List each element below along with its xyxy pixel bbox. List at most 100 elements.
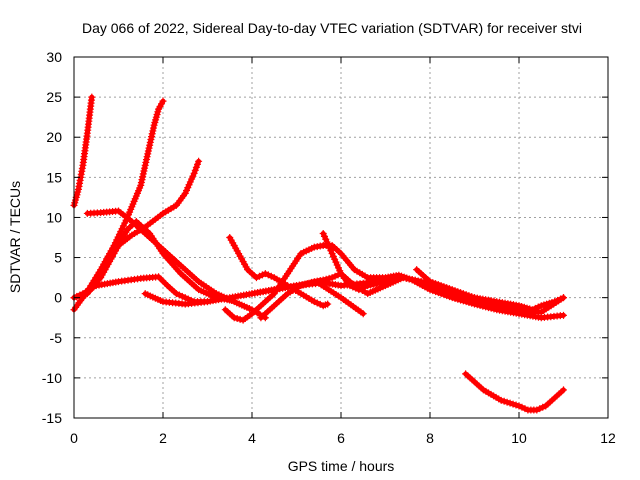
data-point — [358, 284, 366, 292]
data-point — [560, 386, 567, 394]
x-tick-label: 8 — [426, 430, 434, 446]
data-point — [364, 282, 372, 290]
data-point — [181, 294, 189, 302]
x-tick-label: 6 — [337, 430, 345, 446]
data-point — [528, 306, 536, 314]
data-point — [191, 166, 199, 174]
data-point — [536, 405, 544, 413]
data-point — [172, 290, 180, 298]
data-point — [346, 282, 354, 290]
data-point — [509, 400, 517, 408]
data-point — [411, 276, 419, 284]
data-point — [500, 397, 508, 405]
data-point — [313, 299, 321, 307]
y-tick-label: -15 — [42, 410, 62, 426]
data-point — [376, 279, 384, 287]
data-point — [190, 169, 198, 177]
data-point — [387, 276, 395, 284]
data-point — [367, 281, 375, 289]
data-point — [192, 163, 200, 171]
data-point — [255, 272, 263, 280]
data-point — [319, 276, 327, 284]
data-point — [390, 276, 398, 284]
x-tick-label: 12 — [600, 430, 616, 446]
grid-lines — [74, 57, 608, 418]
data-point — [361, 283, 369, 291]
x-tick-labels: 0 2 4 6 8 10 12 — [70, 430, 616, 446]
chart-title: Day 066 of 2022, Sidereal Day-to-day VTE… — [82, 20, 582, 36]
data-point — [503, 398, 511, 406]
data-point — [325, 274, 333, 282]
y-tick-label: -10 — [42, 370, 62, 386]
y-tick-label: 30 — [46, 49, 62, 65]
data-point — [233, 315, 241, 323]
x-tick-label: 0 — [70, 430, 78, 446]
data-point — [178, 292, 186, 300]
data-point — [322, 275, 330, 283]
data-point — [352, 284, 360, 292]
y-tick-label: 15 — [46, 169, 62, 185]
data-point — [512, 401, 520, 409]
data-point — [396, 274, 404, 282]
y-tick-label: 20 — [46, 129, 62, 145]
data-point — [533, 406, 541, 414]
data-point — [236, 315, 244, 323]
series-s14 — [462, 370, 567, 414]
series-s12 — [248, 279, 367, 318]
data-point — [193, 160, 201, 168]
y-tick-label: 5 — [54, 250, 62, 266]
data-point — [349, 283, 357, 291]
y-tick-label: 10 — [46, 209, 62, 225]
data-point — [518, 403, 526, 411]
axis-ticks — [73, 56, 609, 419]
data-point — [506, 399, 514, 407]
y-tick-label: -5 — [50, 330, 63, 346]
x-tick-label: 10 — [511, 430, 527, 446]
data-point — [534, 303, 542, 311]
data-point — [497, 396, 505, 404]
x-tick-label: 2 — [159, 430, 167, 446]
data-point — [408, 276, 416, 284]
data-point — [267, 272, 275, 280]
data-point — [310, 298, 318, 306]
data-point — [264, 271, 272, 279]
data-point — [370, 280, 378, 288]
y-tick-label: 25 — [46, 89, 62, 105]
y-tick-labels: -15 -10 -5 0 5 10 15 20 25 30 — [42, 49, 62, 426]
data-point — [557, 295, 565, 303]
data-point — [560, 311, 567, 319]
series-s6 — [70, 217, 234, 304]
data-point — [515, 402, 523, 410]
data-point — [531, 304, 539, 312]
series-s11 — [319, 229, 536, 318]
data-point — [382, 278, 389, 286]
data-point — [328, 274, 336, 282]
data-point — [384, 277, 392, 285]
data-point — [355, 286, 363, 294]
series-layer — [70, 93, 567, 414]
data-point — [399, 274, 407, 282]
data-point — [539, 403, 547, 411]
data-point — [551, 298, 559, 306]
data-point — [417, 278, 425, 286]
data-point — [405, 275, 413, 283]
data-point — [373, 280, 381, 288]
data-point — [159, 97, 167, 105]
series-s5 — [83, 207, 269, 322]
data-point — [359, 310, 367, 318]
x-tick-label: 4 — [248, 430, 256, 446]
data-point — [324, 300, 332, 308]
data-point — [379, 278, 387, 286]
data-point — [261, 270, 269, 278]
data-point — [521, 405, 529, 413]
data-point — [331, 272, 339, 280]
y-tick-label: 0 — [54, 290, 62, 306]
data-point — [230, 314, 238, 322]
data-point — [88, 93, 96, 101]
data-point — [252, 274, 260, 282]
series-s13 — [413, 266, 567, 314]
data-point — [175, 291, 183, 299]
data-point — [554, 296, 562, 304]
data-point — [393, 275, 401, 283]
